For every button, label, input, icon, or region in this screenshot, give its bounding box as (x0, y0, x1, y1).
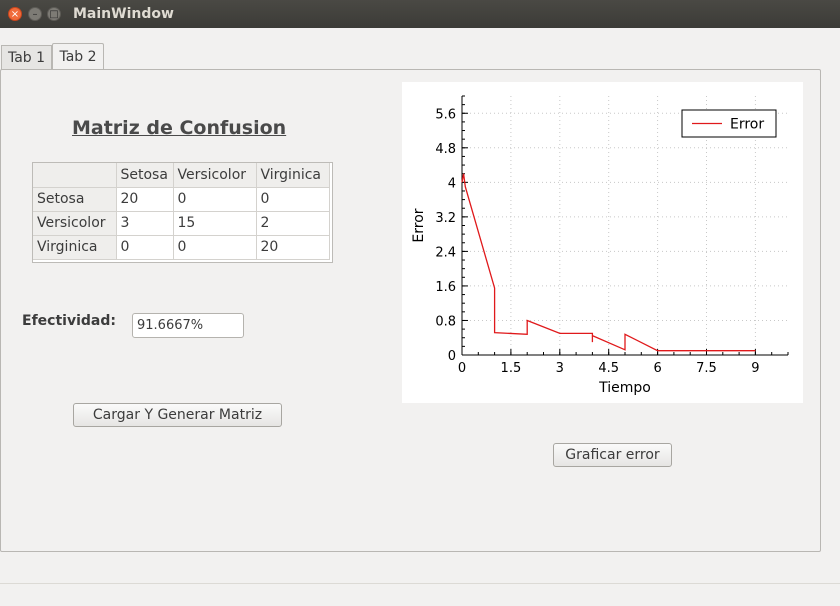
y-tick-label: 5.6 (435, 107, 456, 122)
plot-error-button[interactable]: Graficar error (553, 443, 672, 467)
error-chart: 0 1.5 3 4.5 6 7.5 9 0 0.8 1.6 2.4 3.2 4 4.8 5.6 Tiempo E… (402, 82, 803, 403)
y-tick-label: 3.2 (435, 211, 456, 226)
table-cell[interactable]: 0 (173, 187, 257, 212)
y-tick-label: 4 (448, 176, 456, 191)
y-tick-label: 2.4 (435, 245, 456, 260)
row-header[interactable]: Virginica (33, 235, 117, 260)
x-tick-label: 4.5 (598, 361, 619, 376)
x-tick-label: 0 (458, 361, 466, 376)
page-title: Matriz de Confusion (72, 117, 287, 139)
title-bar: × – □ MainWindow (0, 0, 840, 28)
y-tick-label: 0 (448, 349, 456, 364)
table-cell[interactable]: 0 (116, 235, 174, 260)
table-cell[interactable]: 15 (173, 211, 257, 236)
x-tick-label: 3 (556, 361, 564, 376)
y-axis-title: Error (411, 208, 427, 242)
minimize-icon[interactable]: – (28, 7, 42, 21)
y-tick-label: 0.8 (435, 314, 456, 329)
table-cell[interactable]: 2 (256, 211, 330, 236)
tab-1[interactable]: Tab 1 (1, 45, 52, 70)
effectiveness-field[interactable]: 91.6667% (132, 313, 244, 338)
table-cell[interactable]: 0 (256, 187, 330, 212)
table-corner-cell (33, 163, 117, 188)
y-tick-label: 4.8 (435, 142, 456, 157)
legend-label: Error (730, 117, 764, 133)
x-axis-title: Tiempo (598, 380, 651, 396)
x-tick-label: 1.5 (501, 361, 522, 376)
table-cell[interactable]: 0 (173, 235, 257, 260)
confusion-matrix-table[interactable]: Setosa Versicolor Virginica Setosa 20 0 … (32, 162, 333, 263)
status-bar (0, 583, 840, 606)
close-icon[interactable]: × (8, 7, 22, 21)
table-cell[interactable]: 20 (116, 187, 174, 212)
column-header[interactable]: Setosa (116, 163, 174, 188)
y-tick-label: 1.6 (435, 280, 456, 295)
load-generate-matrix-button[interactable]: Cargar Y Generar Matriz (73, 403, 282, 427)
column-header[interactable]: Versicolor (173, 163, 257, 188)
x-tick-label: 6 (653, 361, 661, 376)
table-cell[interactable]: 20 (256, 235, 330, 260)
tab-2[interactable]: Tab 2 (52, 43, 104, 70)
x-tick-label: 9 (751, 361, 759, 376)
row-header[interactable]: Versicolor (33, 211, 117, 236)
maximize-icon[interactable]: □ (47, 7, 61, 21)
effectiveness-label: Efectividad: (22, 313, 116, 329)
error-chart-svg: 0 1.5 3 4.5 6 7.5 9 0 0.8 1.6 2.4 3.2 4 4.8 5.6 Tiempo E… (411, 95, 789, 396)
table-cell[interactable]: 3 (116, 211, 174, 236)
row-header[interactable]: Setosa (33, 187, 117, 212)
window-title: MainWindow (73, 6, 174, 22)
column-header[interactable]: Virginica (256, 163, 330, 188)
x-tick-label: 7.5 (696, 361, 717, 376)
error-series-line (461, 173, 756, 352)
